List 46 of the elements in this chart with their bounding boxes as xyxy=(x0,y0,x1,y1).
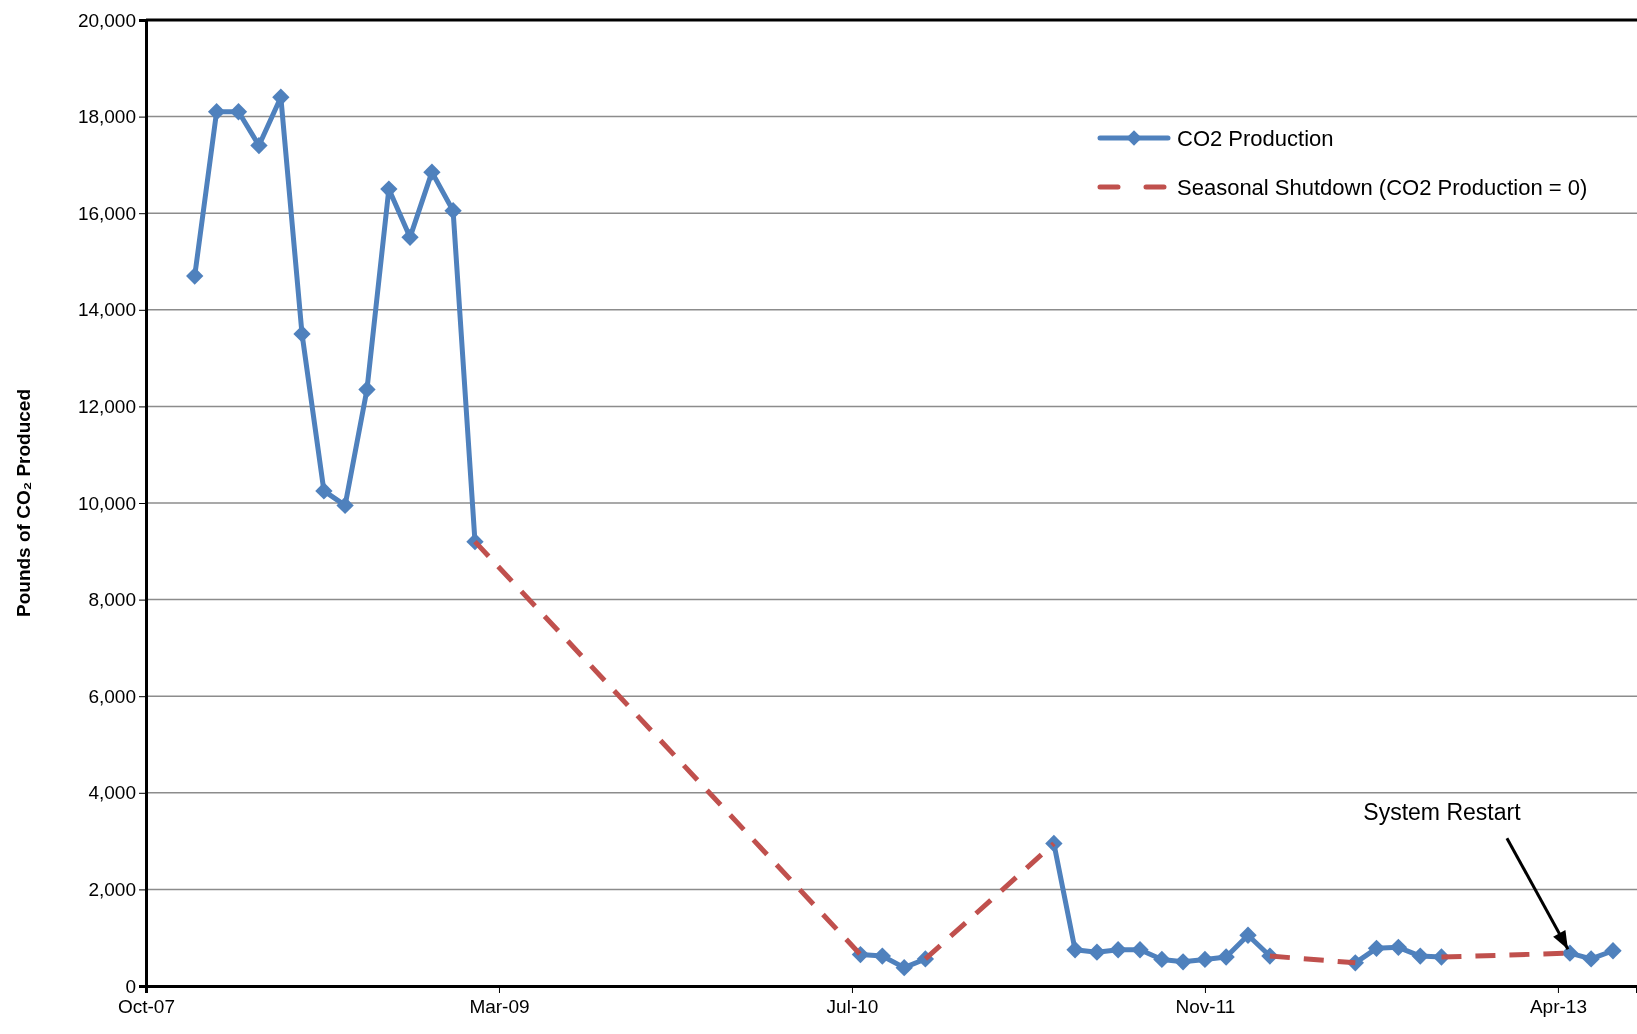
point xyxy=(1109,941,1127,959)
point xyxy=(1131,941,1149,959)
point xyxy=(293,325,311,343)
y-axis-title: Pounds of CO₂ Produced xyxy=(13,389,34,617)
y-tick-label: 20,000 xyxy=(77,9,136,31)
point xyxy=(1066,941,1084,959)
y-tick-label: 10,000 xyxy=(77,492,136,514)
point xyxy=(1239,926,1257,944)
point xyxy=(1174,953,1192,971)
y-tick-label: 4,000 xyxy=(88,782,136,804)
point xyxy=(423,163,441,181)
point xyxy=(1604,942,1622,960)
point xyxy=(873,947,891,965)
point xyxy=(1217,948,1235,966)
point xyxy=(315,482,333,500)
point xyxy=(250,136,268,155)
y-tick-label: 18,000 xyxy=(77,106,136,128)
legend-label: CO2 Production xyxy=(1177,126,1334,151)
x-tick-label: Jul-10 xyxy=(826,996,879,1018)
y-tick-label: 6,000 xyxy=(88,685,136,707)
point xyxy=(1582,950,1600,968)
y-tick-label: 2,000 xyxy=(88,878,136,900)
point xyxy=(401,228,419,247)
y-tick-label: 16,000 xyxy=(77,202,136,224)
point xyxy=(1153,950,1171,969)
y-tick-label: 12,000 xyxy=(77,395,136,417)
x-tick-label: Nov-11 xyxy=(1175,996,1236,1018)
point xyxy=(895,958,913,977)
point xyxy=(186,267,204,285)
annotation: System Restart xyxy=(1363,799,1522,826)
point xyxy=(207,103,226,121)
point xyxy=(1367,939,1386,957)
point xyxy=(1411,947,1429,965)
y-tick-label: 14,000 xyxy=(77,299,136,321)
y-tick-label: 8,000 xyxy=(88,589,136,611)
point xyxy=(1561,944,1579,962)
point xyxy=(444,202,462,220)
x-tick-label: Apr-13 xyxy=(1529,996,1587,1018)
x-tick-label: Oct-07 xyxy=(117,996,176,1018)
legend-label: Seasonal Shutdown (CO2 Production = 0) xyxy=(1177,175,1588,200)
x-tick-label: Mar-09 xyxy=(469,996,530,1018)
point xyxy=(336,496,354,515)
point xyxy=(1088,943,1106,961)
y-tick-label: 0 xyxy=(125,975,136,997)
point xyxy=(358,380,376,399)
point xyxy=(1196,950,1214,969)
